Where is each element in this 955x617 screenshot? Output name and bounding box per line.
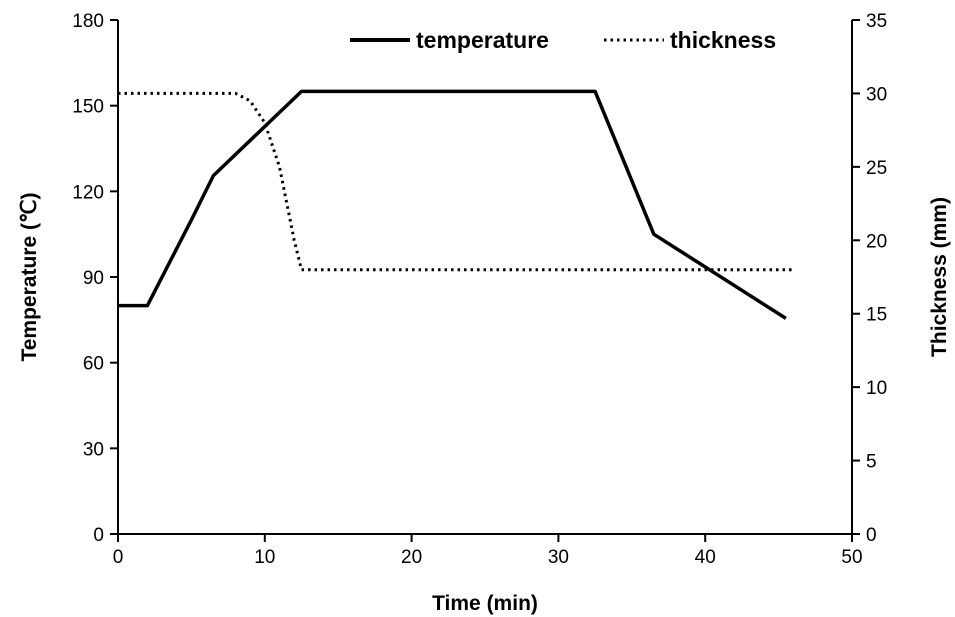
series-line-thickness <box>118 91 794 272</box>
x-ticks: 0 10 20 30 40 50 <box>113 534 863 568</box>
x-tick-label: 50 <box>841 547 862 568</box>
x-tick-label: 10 <box>254 547 275 568</box>
y-left-tick-label: 60 <box>83 354 104 375</box>
legend-label-temperature: temperature <box>416 27 549 53</box>
x-axis-title: Time (min) <box>432 592 538 615</box>
y-right-tick-label: 0 <box>866 525 877 546</box>
y-right-tick-label: 10 <box>866 378 887 399</box>
y-left-tick-label: 150 <box>72 97 104 118</box>
series-lines <box>118 89 794 320</box>
legend: temperature thickness <box>350 27 776 53</box>
y-left-axis-title: Temperature (℃) <box>18 192 41 361</box>
y-right-tick-label: 15 <box>866 305 887 326</box>
x-tick-label: 40 <box>695 547 716 568</box>
y-right-tick-label: 5 <box>866 452 877 473</box>
y-right-tick-label: 30 <box>866 84 887 105</box>
y-right-axis-title: Thickness (mm) <box>928 197 951 357</box>
y-left-tick-label: 0 <box>93 525 104 546</box>
y-right-tick-label: 35 <box>866 11 887 32</box>
x-tick-label: 30 <box>548 547 569 568</box>
x-tick-label: 20 <box>401 547 422 568</box>
y-right-tick-label: 20 <box>866 231 887 252</box>
y-right-ticks: 0 5 10 15 20 25 30 35 <box>852 11 887 546</box>
y-right-tick-label: 25 <box>866 158 887 179</box>
x-tick-label: 0 <box>113 547 124 568</box>
y-left-tick-label: 180 <box>72 11 104 32</box>
y-left-tick-label: 120 <box>72 182 104 203</box>
y-left-ticks: 0 30 60 90 120 150 180 <box>72 11 118 546</box>
series-line-temperature <box>118 89 787 320</box>
y-left-tick-label: 30 <box>83 439 104 460</box>
legend-label-thickness: thickness <box>670 27 776 53</box>
y-left-tick-label: 90 <box>83 268 104 289</box>
